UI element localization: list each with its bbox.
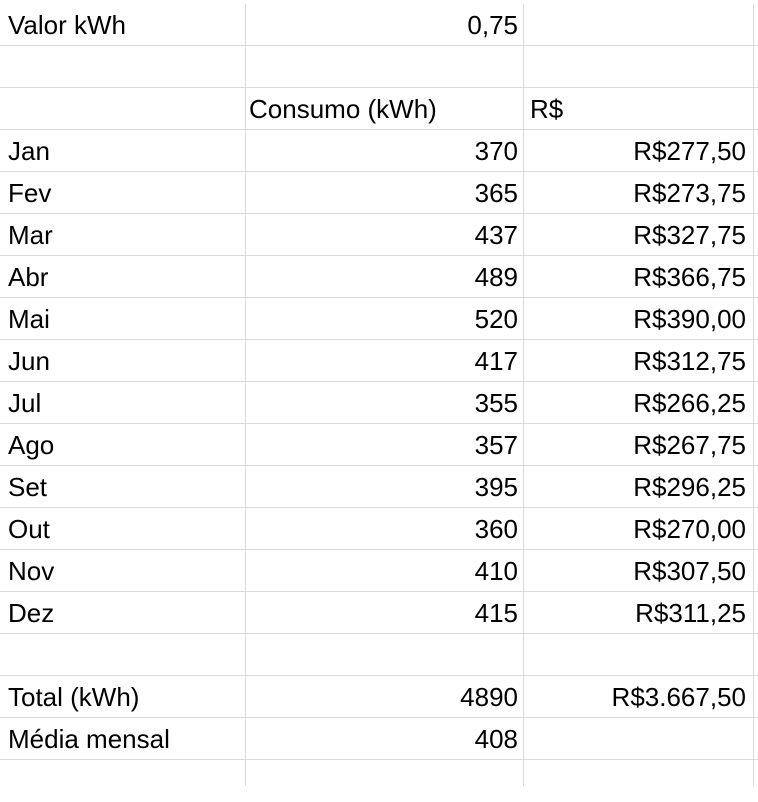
cell-brl[interactable]: R$273,75 xyxy=(524,172,754,214)
cell-kwh[interactable]: 355 xyxy=(246,382,524,424)
spreadsheet-grid: Valor kWh 0,75 Consumo (kWh) R$ Jan 370 … xyxy=(0,4,758,786)
cell-brl[interactable]: R$390,00 xyxy=(524,298,754,340)
cell-empty[interactable] xyxy=(754,4,758,46)
cell-brl[interactable]: R$277,50 xyxy=(524,130,754,172)
table-row: Set 395 R$296,25 xyxy=(0,466,758,508)
cell-average-kwh[interactable]: 408 xyxy=(246,718,524,760)
column-header-reais[interactable]: R$ xyxy=(524,88,754,130)
cell-empty[interactable] xyxy=(0,760,246,786)
cell-month[interactable]: Fev xyxy=(0,172,246,214)
cell-kwh[interactable]: 489 xyxy=(246,256,524,298)
cell-total-kwh[interactable]: 4890 xyxy=(246,676,524,718)
cell-kwh[interactable]: 370 xyxy=(246,130,524,172)
cell-kwh[interactable]: 360 xyxy=(246,508,524,550)
cell-empty[interactable] xyxy=(246,46,524,88)
cell-total-brl[interactable]: R$3.667,50 xyxy=(524,676,754,718)
cell-empty[interactable] xyxy=(524,634,754,676)
cell-month[interactable]: Ago xyxy=(0,424,246,466)
sheet-row xyxy=(0,46,758,88)
table-row: Nov 410 R$307,50 xyxy=(0,550,758,592)
cell-empty[interactable] xyxy=(524,760,754,786)
cell-brl[interactable]: R$311,25 xyxy=(524,592,754,634)
cell-empty[interactable] xyxy=(754,676,758,718)
cell-month[interactable]: Jan xyxy=(0,130,246,172)
cell-empty[interactable] xyxy=(754,298,758,340)
table-row: Out 360 R$270,00 xyxy=(0,508,758,550)
cell-kwh[interactable]: 417 xyxy=(246,340,524,382)
cell-kwh[interactable]: 520 xyxy=(246,298,524,340)
table-row: Fev 365 R$273,75 xyxy=(0,172,758,214)
cell-empty[interactable] xyxy=(0,88,246,130)
cell-brl[interactable]: R$307,50 xyxy=(524,550,754,592)
average-row: Média mensal 408 xyxy=(0,718,758,760)
cell-empty[interactable] xyxy=(754,340,758,382)
total-row: Total (kWh) 4890 R$3.667,50 xyxy=(0,676,758,718)
cell-month[interactable]: Mar xyxy=(0,214,246,256)
sheet-row xyxy=(0,634,758,676)
column-header-consumo[interactable]: Consumo (kWh) xyxy=(246,88,524,130)
cell-empty[interactable] xyxy=(754,256,758,298)
sheet-row: Valor kWh 0,75 xyxy=(0,4,758,46)
cell-empty[interactable] xyxy=(754,382,758,424)
cell-empty[interactable] xyxy=(246,634,524,676)
cell-brl[interactable]: R$366,75 xyxy=(524,256,754,298)
cell-brl[interactable]: R$266,25 xyxy=(524,382,754,424)
cell-kwh[interactable]: 365 xyxy=(246,172,524,214)
cell-month[interactable]: Abr xyxy=(0,256,246,298)
cell-brl[interactable]: R$267,75 xyxy=(524,424,754,466)
cell-empty[interactable] xyxy=(754,46,758,88)
table-row: Mar 437 R$327,75 xyxy=(0,214,758,256)
table-row: Dez 415 R$311,25 xyxy=(0,592,758,634)
cell-empty[interactable] xyxy=(754,214,758,256)
cell-month[interactable]: Nov xyxy=(0,550,246,592)
cell-empty[interactable] xyxy=(754,760,758,786)
cell-empty[interactable] xyxy=(754,130,758,172)
table-row: Ago 357 R$267,75 xyxy=(0,424,758,466)
sheet-row xyxy=(0,760,758,802)
cell-brl[interactable]: R$270,00 xyxy=(524,508,754,550)
cell-empty[interactable] xyxy=(524,4,754,46)
cell-brl[interactable]: R$296,25 xyxy=(524,466,754,508)
cell-kwh[interactable]: 437 xyxy=(246,214,524,256)
cell-empty[interactable] xyxy=(754,88,758,130)
table-row: Abr 489 R$366,75 xyxy=(0,256,758,298)
cell-empty[interactable] xyxy=(754,424,758,466)
cell-empty[interactable] xyxy=(754,508,758,550)
cell-empty[interactable] xyxy=(754,466,758,508)
cell-empty[interactable] xyxy=(524,718,754,760)
cell-empty[interactable] xyxy=(754,634,758,676)
cell-kwh[interactable]: 395 xyxy=(246,466,524,508)
cell-valor-kwh-label[interactable]: Valor kWh xyxy=(0,4,246,46)
cell-month[interactable]: Jul xyxy=(0,382,246,424)
cell-empty[interactable] xyxy=(246,760,524,786)
table-row: Jun 417 R$312,75 xyxy=(0,340,758,382)
cell-valor-kwh-value[interactable]: 0,75 xyxy=(246,4,524,46)
cell-month[interactable]: Mai xyxy=(0,298,246,340)
cell-empty[interactable] xyxy=(754,592,758,634)
cell-empty[interactable] xyxy=(754,550,758,592)
cell-month[interactable]: Out xyxy=(0,508,246,550)
cell-total-label[interactable]: Total (kWh) xyxy=(0,676,246,718)
cell-empty[interactable] xyxy=(754,172,758,214)
cell-empty[interactable] xyxy=(524,46,754,88)
cell-kwh[interactable]: 410 xyxy=(246,550,524,592)
cell-empty[interactable] xyxy=(754,718,758,760)
cell-kwh[interactable]: 415 xyxy=(246,592,524,634)
cell-brl[interactable]: R$312,75 xyxy=(524,340,754,382)
cell-empty[interactable] xyxy=(0,634,246,676)
cell-month[interactable]: Set xyxy=(0,466,246,508)
sheet-header-row: Consumo (kWh) R$ xyxy=(0,88,758,130)
cell-empty[interactable] xyxy=(0,46,246,88)
cell-brl[interactable]: R$327,75 xyxy=(524,214,754,256)
cell-month[interactable]: Jun xyxy=(0,340,246,382)
table-row: Jan 370 R$277,50 xyxy=(0,130,758,172)
cell-average-label[interactable]: Média mensal xyxy=(0,718,246,760)
cell-month[interactable]: Dez xyxy=(0,592,246,634)
cell-kwh[interactable]: 357 xyxy=(246,424,524,466)
table-row: Jul 355 R$266,25 xyxy=(0,382,758,424)
table-row: Mai 520 R$390,00 xyxy=(0,298,758,340)
